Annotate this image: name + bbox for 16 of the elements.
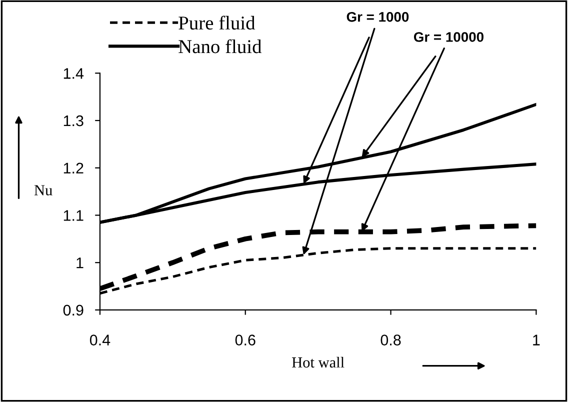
x-tick-label: 0.8 xyxy=(380,334,401,346)
legend-label: Pure fluid xyxy=(178,16,256,30)
annotation: Gr = 1000 xyxy=(346,12,409,22)
y-tick-label: 1.2 xyxy=(64,162,84,174)
x-tick-label: 0.4 xyxy=(90,334,110,346)
y-tick-label: 1 xyxy=(76,258,84,268)
y-tick-label: 0.9 xyxy=(63,304,84,316)
legend-label: Nano fluid xyxy=(178,39,262,54)
y-tick-label: 1.3 xyxy=(64,115,84,126)
x-axis-title: Hot wall xyxy=(292,356,344,368)
x-tick-label: 0.6 xyxy=(235,334,256,346)
y-tick-label: 1.4 xyxy=(64,68,84,79)
y-tick-label: 1.1 xyxy=(64,210,84,221)
annotation: Gr = 10000 xyxy=(414,32,484,42)
x-tick-label: 1 xyxy=(533,334,540,346)
y-axis-title: Nu xyxy=(34,185,52,196)
